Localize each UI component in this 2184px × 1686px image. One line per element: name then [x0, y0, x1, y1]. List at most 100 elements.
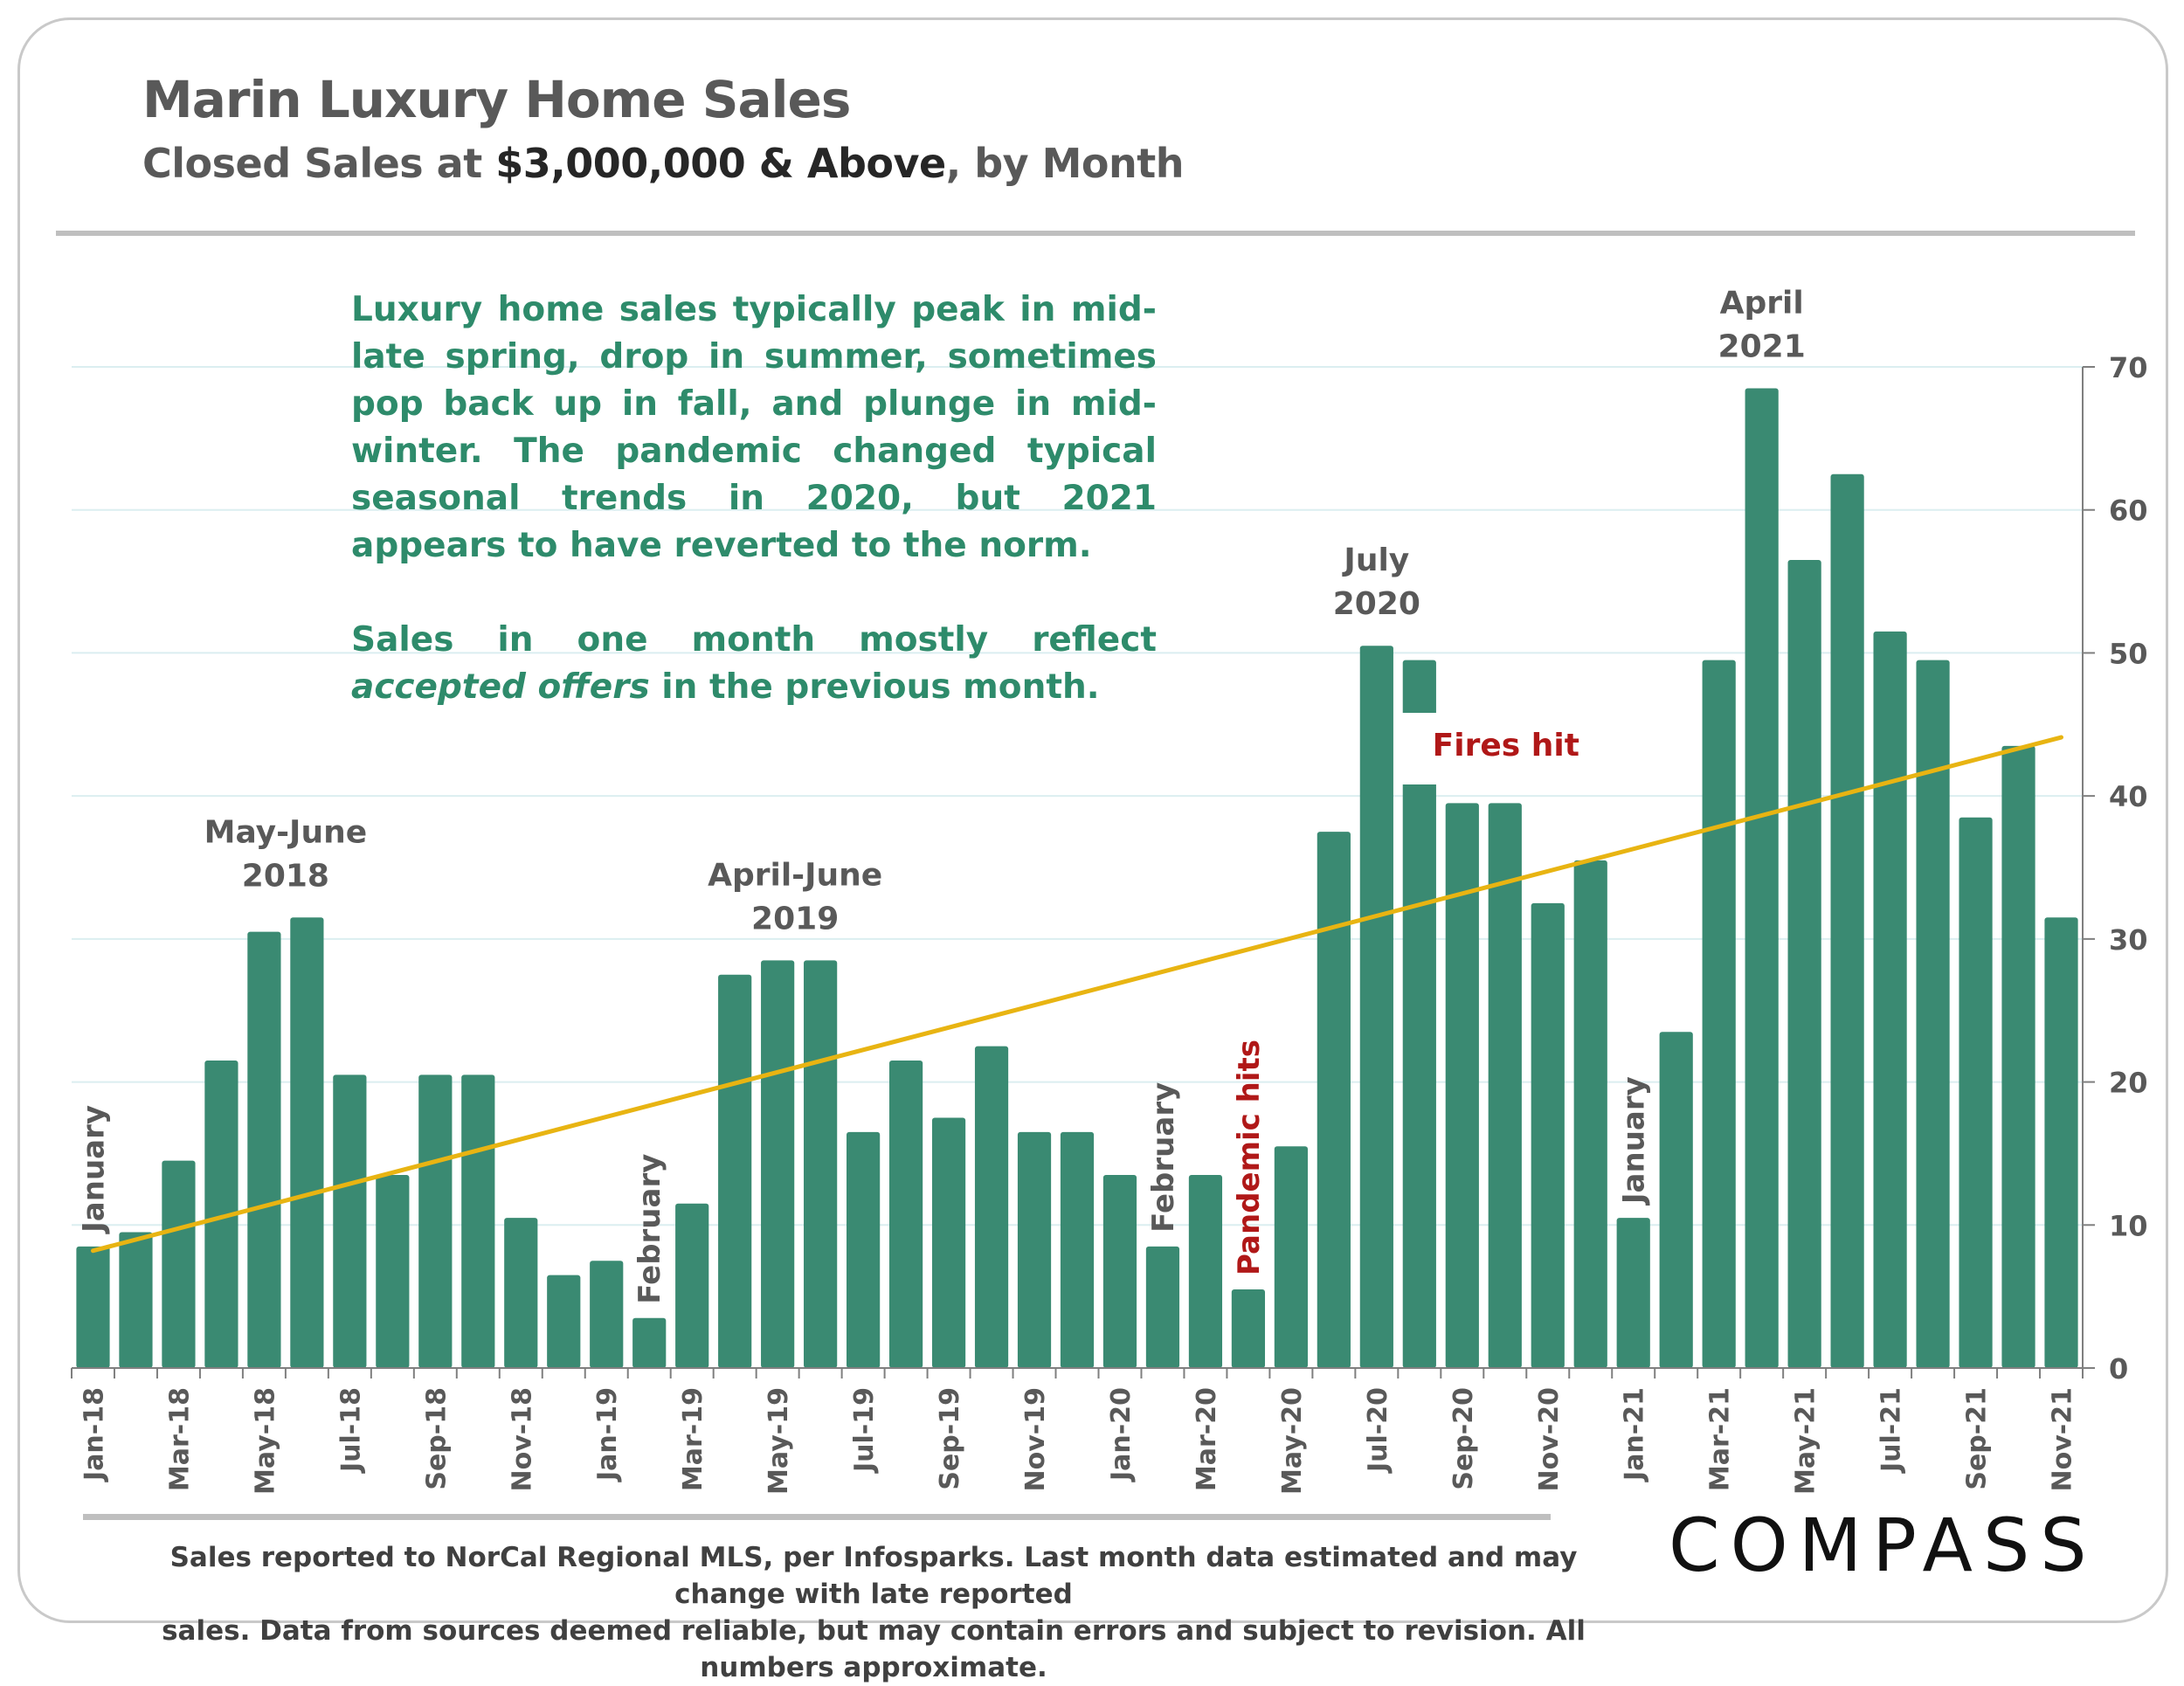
chart-subtitle: Closed Sales at $3,000,000 & Above, by M…	[142, 140, 1184, 187]
bar-Jul-20	[1359, 646, 1393, 1368]
subtitle-suffix: , by Month	[945, 140, 1185, 187]
bar-Nov-21	[2044, 917, 2078, 1368]
annotation-april-june-2019-line-2: 2019	[751, 901, 839, 936]
bar-May-21	[1787, 560, 1821, 1368]
x-tick-label-Jul-21: Jul-21	[1876, 1387, 1907, 1474]
x-tick-label-Jan-18: Jan-18	[79, 1387, 109, 1482]
bar-Aug-20	[1402, 660, 1436, 1368]
footer-line-2: sales. Data from sources deemed reliable…	[162, 1615, 1586, 1683]
bar-Mar-20	[1188, 1174, 1223, 1368]
bar-Jun-21	[1830, 473, 1864, 1368]
vertical-label-january-2021: January	[1617, 1076, 1652, 1206]
y-tick-label-30: 30	[2109, 923, 2148, 957]
annotation-april-2021-line-2: 2021	[1718, 329, 1806, 365]
bar-May-18	[247, 931, 281, 1368]
bar-Apr-21	[1745, 388, 1779, 1368]
vertical-label-january-2018: January	[76, 1105, 111, 1234]
annotation-may-june-2018-line-2: 2018	[242, 858, 329, 894]
x-tick-label-May-18: May-18	[250, 1387, 280, 1495]
annotation-july-2020-line-2: 2020	[1333, 586, 1420, 622]
bar-Dec-18	[547, 1275, 581, 1368]
note-p2-start: Sales in one month mostly reflect	[351, 620, 1157, 660]
x-tick-label-Jan-20: Jan-20	[1106, 1387, 1137, 1482]
x-tick-label-Nov-20: Nov-20	[1534, 1387, 1565, 1491]
bar-Aug-18	[376, 1174, 410, 1368]
x-tick-label-Jul-18: Jul-18	[335, 1387, 366, 1474]
note-p2-accepted: accepted	[351, 667, 526, 707]
bar-Feb-18	[119, 1232, 153, 1368]
y-tick-label-70: 70	[2109, 351, 2148, 384]
bar-Feb-21	[1659, 1032, 1693, 1368]
note-paragraph-1: Luxury home sales typically peak in mid-…	[351, 290, 1157, 565]
x-tick-label-May-21: May-21	[1791, 1387, 1821, 1495]
annotation-may-june-2018-line-1: May-June	[204, 814, 368, 850]
x-tick-label-May-20: May-20	[1277, 1387, 1308, 1495]
footer-line-1: Sales reported to NorCal Regional MLS, p…	[169, 1542, 1578, 1610]
commentary-note: Luxury home sales typically peak in mid-…	[351, 287, 1157, 711]
y-tick-label-60: 60	[2109, 494, 2148, 528]
bar-Mar-18	[162, 1160, 196, 1368]
event-box-fires-hit	[1400, 713, 1611, 784]
subtitle-prefix: Closed Sales at	[142, 140, 496, 187]
x-tick-label-Mar-20: Mar-20	[1192, 1387, 1222, 1491]
x-tick-label-Mar-18: Mar-18	[164, 1387, 195, 1491]
annotation-july-2020-line-1: July	[1341, 542, 1409, 578]
bar-Oct-19	[974, 1046, 1009, 1368]
footer-disclaimer: Sales reported to NorCal Regional MLS, p…	[114, 1539, 1634, 1686]
y-tick-label-50: 50	[2109, 637, 2148, 670]
note-p2-offers: offers	[537, 667, 650, 707]
bar-Jan-21	[1616, 1218, 1650, 1368]
x-tick-label-Jul-19: Jul-19	[849, 1387, 880, 1474]
bar-Jun-20	[1317, 832, 1351, 1368]
bar-Jun-18	[290, 917, 324, 1368]
bar-Sep-19	[931, 1117, 966, 1368]
x-tick-label-Jan-21: Jan-21	[1620, 1387, 1650, 1482]
x-tick-label-Nov-21: Nov-21	[2048, 1387, 2078, 1491]
bar-chart: 0 10 20 30 40 50 60 70 Jan-18 Mar-18 May-18 Jul-18 S…	[71, 286, 2148, 1495]
trendline	[90, 735, 2064, 1254]
bar-May-19	[761, 960, 795, 1368]
x-tick-label-Jul-20: Jul-20	[1363, 1387, 1393, 1474]
bar-Nov-19	[1017, 1131, 1052, 1368]
vertical-label-february-2019: February	[632, 1154, 667, 1304]
bar-May-20	[1274, 1146, 1308, 1368]
bar-Jul-18	[333, 1074, 367, 1368]
x-tick-label-Nov-18: Nov-18	[507, 1387, 537, 1491]
event-label-fires-hit: Fires hit	[1433, 728, 1579, 764]
annotations: May-June 2018 April-June 2019 July 2020 April 2…	[76, 286, 1805, 1304]
compass-logo: COMPASS	[1669, 1503, 2098, 1588]
annotation-april-june-2019-line-1: April-June	[708, 857, 882, 893]
bar-Jan-20	[1102, 1174, 1137, 1368]
bar-Apr-18	[204, 1061, 238, 1368]
bar-Oct-21	[2001, 745, 2035, 1368]
bars	[76, 388, 2078, 1368]
bar-Mar-21	[1702, 660, 1736, 1368]
note-p2-space	[526, 667, 538, 707]
bar-Apr-19	[718, 974, 752, 1368]
note-p2-end: in the previous month.	[649, 667, 1100, 707]
y-tick-label-40: 40	[2109, 780, 2148, 813]
bar-Jul-21	[1873, 631, 1907, 1368]
bar-Dec-19	[1060, 1131, 1095, 1368]
vertical-label-february-2020: February	[1146, 1082, 1181, 1233]
bar-Sep-18	[418, 1074, 453, 1368]
vertical-label-pandemic-hits: Pandemic hits	[1232, 1040, 1267, 1275]
x-tick-label-Sep-18: Sep-18	[421, 1387, 452, 1490]
x-tick-label-Mar-21: Mar-21	[1705, 1387, 1736, 1491]
x-tick-label-Sep-21: Sep-21	[1962, 1387, 1993, 1490]
axes: 0 10 20 30 40 50 60 70 Jan-18 Mar-18 May-18 Jul-18 S…	[71, 351, 2148, 1495]
bar-Aug-19	[888, 1061, 923, 1368]
annotation-april-2021-line-1: April	[1720, 286, 1804, 321]
bar-Sep-20	[1445, 803, 1479, 1368]
x-tick-label-May-19: May-19	[764, 1387, 794, 1495]
y-tick-label-10: 10	[2109, 1209, 2148, 1242]
x-tick-label-Sep-19: Sep-19	[935, 1387, 965, 1490]
bar-Feb-19	[632, 1317, 667, 1368]
bar-Jul-19	[847, 1131, 881, 1368]
bar-Jan-18	[76, 1246, 110, 1368]
bar-Aug-21	[1916, 660, 1950, 1368]
bar-Dec-20	[1573, 860, 1607, 1368]
subtitle-price-threshold: $3,000,000 & Above	[495, 140, 946, 187]
note-paragraph-2: Sales in one month mostly reflect accept…	[351, 617, 1157, 711]
footer-divider	[83, 1514, 1551, 1520]
